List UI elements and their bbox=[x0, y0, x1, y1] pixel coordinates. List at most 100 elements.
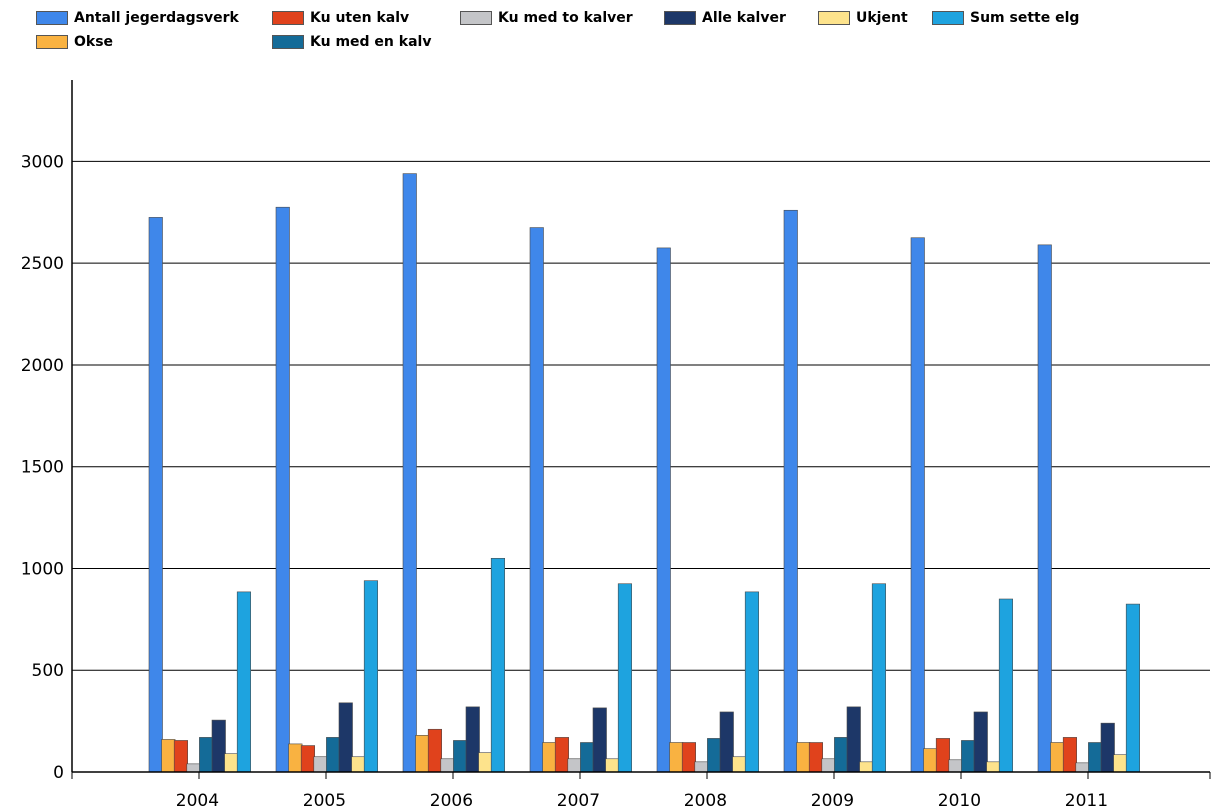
bar bbox=[1088, 742, 1103, 773]
y-tick-label: 1500 bbox=[21, 458, 64, 478]
legend-label: Ku uten kalv bbox=[310, 10, 410, 26]
legend-swatch bbox=[272, 35, 304, 49]
bar bbox=[935, 738, 951, 773]
bar bbox=[453, 740, 468, 773]
x-tick-label: 2005 bbox=[303, 791, 346, 810]
bar bbox=[998, 598, 1014, 773]
legend-swatch bbox=[818, 11, 850, 25]
bar bbox=[681, 742, 697, 773]
legend-item: Alle kalver bbox=[664, 8, 786, 28]
bar bbox=[605, 758, 620, 773]
bar bbox=[910, 237, 925, 773]
bar bbox=[211, 719, 226, 773]
bar bbox=[1113, 754, 1128, 773]
legend-item: Ku med en kalv bbox=[272, 32, 431, 52]
legend-swatch bbox=[932, 11, 964, 25]
x-tick-label: 2007 bbox=[557, 791, 600, 810]
bar bbox=[490, 557, 506, 773]
bar bbox=[821, 758, 836, 773]
axes bbox=[71, 80, 1211, 779]
x-tick-label: 2008 bbox=[684, 791, 727, 810]
legend-swatch bbox=[36, 35, 68, 49]
legend-item: Okse bbox=[36, 32, 113, 52]
legend-swatch bbox=[460, 11, 492, 25]
legend-label: Ukjent bbox=[856, 10, 908, 26]
bar bbox=[732, 756, 747, 773]
x-tick-label: 2006 bbox=[430, 791, 473, 810]
bar bbox=[744, 591, 760, 773]
y-tick-label: 0 bbox=[53, 763, 64, 783]
bar bbox=[186, 763, 201, 773]
bar bbox=[923, 748, 938, 773]
bar bbox=[351, 756, 366, 773]
legend-label: Sum sette elg bbox=[970, 10, 1080, 26]
bar bbox=[363, 580, 379, 773]
legend-item: Sum sette elg bbox=[932, 8, 1079, 28]
bar bbox=[1125, 603, 1140, 773]
bar bbox=[1075, 762, 1090, 773]
bar bbox=[440, 758, 455, 773]
bar bbox=[871, 583, 887, 773]
x-tick-label: 2009 bbox=[811, 791, 854, 810]
bar bbox=[808, 742, 824, 773]
bar bbox=[948, 759, 963, 773]
chart-legend: Antall jegerdagsverk Ku uten kalv Ku med t… bbox=[0, 0, 1213, 60]
y-tick-label: 3000 bbox=[21, 152, 64, 172]
y-tick-label: 500 bbox=[32, 661, 64, 681]
x-tick-label: 2011 bbox=[1065, 791, 1108, 810]
bar bbox=[617, 583, 633, 773]
bar bbox=[161, 739, 176, 773]
bar bbox=[288, 743, 303, 773]
legend-swatch bbox=[36, 11, 68, 25]
legend-label: Ku med to kalver bbox=[498, 10, 633, 26]
bar bbox=[326, 737, 341, 773]
bar bbox=[529, 227, 544, 773]
bar bbox=[846, 706, 861, 773]
x-tick-labels: 2004 2005 2006 2007 2008 2009 2010 2011 bbox=[176, 791, 1108, 810]
bar bbox=[961, 740, 976, 773]
x-tick-label: 2010 bbox=[938, 791, 981, 810]
bar bbox=[592, 707, 607, 773]
bar bbox=[236, 591, 251, 773]
legend-item: Ku uten kalv bbox=[272, 8, 409, 28]
legend-swatch bbox=[272, 11, 304, 25]
bar bbox=[173, 740, 188, 773]
y-tick-label: 1000 bbox=[21, 559, 64, 579]
bar bbox=[300, 745, 316, 773]
bar bbox=[402, 173, 417, 773]
y-tick-label: 2500 bbox=[21, 254, 64, 274]
legend-label: Alle kalver bbox=[702, 10, 786, 26]
bar bbox=[478, 752, 493, 773]
legend-swatch bbox=[664, 11, 696, 25]
legend-item: Antall jegerdagsverk bbox=[36, 8, 239, 28]
bar bbox=[719, 711, 734, 773]
bar bbox=[580, 742, 595, 773]
x-tick-label: 2004 bbox=[176, 791, 219, 810]
bar bbox=[313, 756, 328, 773]
bar bbox=[1037, 244, 1052, 773]
bar bbox=[1062, 737, 1077, 773]
legend-label: Ku med en kalv bbox=[310, 34, 432, 50]
bar bbox=[694, 761, 709, 773]
legend-item: Ku med to kalver bbox=[460, 8, 633, 28]
bar bbox=[973, 711, 988, 773]
bar bbox=[1100, 722, 1115, 773]
grid-lines bbox=[72, 160, 1210, 671]
y-tick-labels: 0 500 1000 1500 2000 2500 3000 bbox=[21, 152, 64, 783]
bar bbox=[224, 753, 239, 773]
bar bbox=[1050, 742, 1065, 773]
bar bbox=[859, 761, 874, 773]
y-tick-label: 2000 bbox=[21, 356, 64, 376]
bar bbox=[796, 742, 811, 773]
legend-label: Antall jegerdagsverk bbox=[74, 10, 239, 26]
bar bbox=[338, 702, 353, 773]
bar bbox=[275, 206, 290, 773]
bar bbox=[656, 247, 671, 773]
bar bbox=[465, 706, 480, 773]
bar bbox=[148, 217, 163, 773]
bar bbox=[834, 737, 849, 773]
bar bbox=[783, 209, 798, 773]
bar bbox=[199, 737, 214, 773]
legend-label: Okse bbox=[74, 34, 114, 50]
